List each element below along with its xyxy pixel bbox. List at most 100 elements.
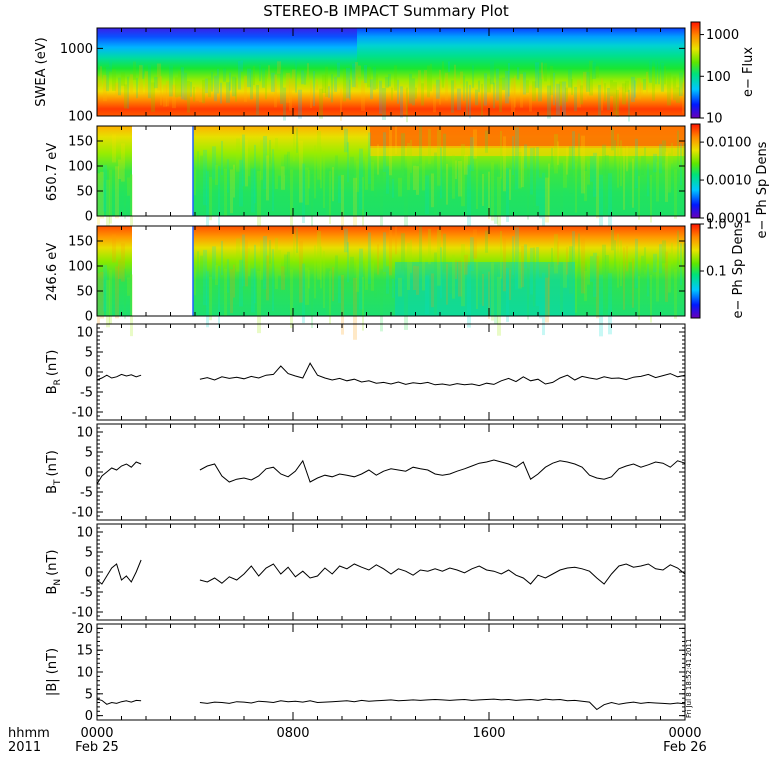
heatmap-cell [515, 227, 519, 290]
heatmap-cell [206, 171, 209, 228]
heatmap-cell [355, 62, 358, 89]
heatmap-cell [650, 274, 652, 323]
heatmap-cell [115, 166, 119, 219]
heatmap-cell [485, 130, 488, 153]
heatmap-cell [665, 251, 668, 302]
swea-panel: 100 1000 SWEA (eV) 10 100 1000 e− Flux [34, 21, 756, 127]
run-stamp: Fri Jul 8 18:52:41 2011 [685, 639, 693, 718]
bmag-frame [96, 623, 686, 721]
heatmap-cell [130, 74, 133, 93]
pad246-y-axis: 0 50 100 150 [68, 235, 685, 325]
heatmap-cell [518, 252, 522, 289]
heatmap-cell [284, 154, 288, 176]
heatmap-cell [467, 264, 471, 328]
br-ytick-label: 5 [85, 346, 93, 361]
heatmap-cell [389, 126, 392, 176]
heatmap-cell [494, 264, 498, 324]
heatmap-cell [235, 77, 237, 102]
heatmap-cell [368, 132, 371, 184]
heatmap-cell [496, 68, 499, 101]
heatmap-cell [410, 139, 412, 173]
heatmap-cell [643, 79, 646, 90]
heatmap-cell [635, 138, 638, 189]
heatmap-cell [211, 71, 213, 92]
heatmap-cell [121, 72, 125, 86]
heatmap-cell [247, 68, 251, 88]
heatmap-cell [517, 67, 519, 80]
heatmap-cell [118, 259, 121, 279]
heatmap-cell [667, 72, 671, 106]
bmag-ytick-label: 15 [76, 644, 93, 659]
heatmap-cell [445, 72, 448, 101]
bn-ylabel: BN (nT) [45, 550, 63, 595]
heatmap-cell [566, 147, 568, 175]
heatmap-cell [224, 168, 227, 217]
heatmap-cell [214, 75, 217, 102]
heatmap-cell [275, 138, 278, 190]
heatmap-cell [422, 255, 425, 291]
heatmap-cell [299, 140, 303, 203]
heatmap-cell [349, 79, 351, 101]
heatmap-cell [209, 176, 212, 221]
bmag-ylabel: |B| (nT) [45, 648, 60, 696]
heatmap-cell [305, 267, 309, 305]
heatmap-cell [266, 155, 269, 201]
heatmap-cell [341, 174, 344, 235]
heatmap-cell [281, 266, 285, 290]
heatmap-cell [388, 74, 391, 87]
heatmap-cell [455, 260, 457, 280]
heatmap-cell [265, 70, 267, 100]
heatmap-cell [232, 76, 236, 97]
swea-heatmap-early [97, 28, 357, 116]
heatmap-cell [332, 267, 334, 302]
heatmap-cell [314, 145, 316, 199]
heatmap-cell [97, 173, 100, 225]
heatmap-cell [656, 161, 659, 202]
heatmap-cell [203, 249, 207, 306]
heatmap-cell [524, 244, 527, 269]
heatmap-cell [632, 158, 634, 208]
heatmap-cell [646, 71, 648, 94]
heatmap-cell [190, 81, 192, 97]
pad650-colorbar-label: e− Ph Sp Dens [755, 141, 770, 238]
heatmap-cell [263, 235, 267, 290]
heatmap-cell [413, 265, 416, 291]
heatmap-cell [379, 80, 382, 114]
heatmap-cell [112, 234, 116, 263]
heatmap-cell [607, 87, 610, 111]
heatmap-cell [548, 263, 550, 317]
heatmap-cell [509, 269, 511, 300]
heatmap-cell [539, 277, 542, 319]
heatmap-cell [514, 75, 516, 108]
heatmap-cell [470, 137, 474, 172]
heatmap-cell [650, 174, 652, 223]
heatmap-cell [632, 258, 634, 308]
heatmap-cell [416, 166, 419, 195]
heatmap-cell [124, 168, 126, 219]
heatmap-cell [547, 85, 551, 119]
heatmap-cell [580, 85, 583, 105]
pad650-y-axis: 0 50 100 150 [68, 135, 685, 225]
heatmap-cell [536, 247, 539, 306]
heatmap-cell [230, 169, 233, 214]
heatmap-cell [251, 268, 255, 313]
heatmap-cell [521, 245, 524, 288]
heatmap-cell [302, 163, 305, 224]
heatmap-cell [460, 71, 463, 85]
bn-ytick-label: -5 [80, 586, 93, 601]
heatmap-cell [488, 171, 490, 219]
bmag-ytick-label: 0 [85, 709, 93, 724]
heatmap-cell [335, 155, 338, 200]
heatmap-cell [662, 240, 666, 264]
heatmap-cell [599, 274, 603, 337]
heatmap-cell [109, 60, 112, 72]
heatmap-cell [376, 74, 378, 89]
heatmap-cell [527, 268, 529, 320]
heatmap-cell [533, 247, 535, 307]
heatmap-cell [253, 65, 255, 86]
pad246-ytick-label: 100 [68, 260, 93, 275]
heatmap-cell [103, 75, 107, 102]
heatmap-cell [377, 244, 379, 275]
heatmap-cell [239, 259, 243, 307]
bmag-ytick-label: 20 [76, 622, 93, 637]
